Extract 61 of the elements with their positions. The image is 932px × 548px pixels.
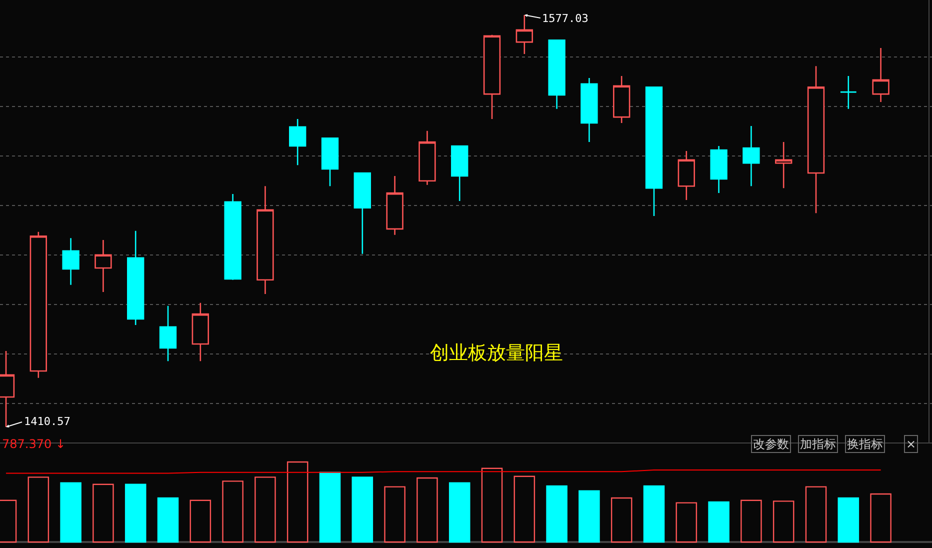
bar: [286, 461, 308, 543]
candlestick: [94, 239, 112, 293]
candlestick: [224, 193, 242, 281]
candlestick: [386, 175, 404, 236]
candlestick: [710, 145, 728, 194]
bar: [448, 482, 470, 543]
bar: [190, 500, 212, 543]
bar: [772, 500, 794, 543]
bar: [384, 486, 406, 543]
candlestick: [256, 185, 274, 295]
bar: [157, 497, 179, 543]
annotation: 787.370 ↓: [2, 437, 66, 451]
candlestick: [775, 141, 792, 189]
candlestick: [62, 237, 80, 286]
bar: [352, 476, 374, 543]
candlestick: [840, 75, 857, 110]
candlestick: [451, 145, 468, 202]
candlestick: [580, 77, 598, 143]
bar: [481, 468, 503, 543]
bar: [514, 476, 536, 543]
bar: [92, 484, 114, 543]
bar: [254, 476, 276, 543]
candlestick: [613, 75, 630, 124]
bar: [676, 502, 698, 543]
candlestick: [872, 47, 890, 103]
bar: [805, 486, 827, 543]
annotation: 1410.57: [24, 415, 70, 428]
bar: [222, 480, 244, 543]
candlestick: [354, 172, 371, 255]
candlestick: [418, 130, 436, 186]
candlestick: [678, 150, 695, 201]
candlestick: [742, 125, 760, 187]
candlestick: [321, 137, 339, 187]
text: ×: [906, 437, 916, 451]
bar: [124, 484, 146, 543]
annotation: 加指标: [800, 437, 836, 451]
candlestick: [159, 305, 177, 362]
annotation: 1577.03: [542, 12, 588, 25]
bar: [60, 482, 82, 543]
annotation: 创业板放量阳星: [430, 342, 563, 364]
bar: [610, 497, 632, 543]
bar: [740, 500, 762, 543]
bar: [546, 485, 568, 543]
bar: [28, 476, 50, 543]
bar: [838, 497, 860, 543]
annotation: 换指标: [847, 437, 883, 451]
candlestick: [483, 34, 501, 120]
candlestick: [807, 65, 825, 214]
bar: [643, 485, 665, 543]
bar: [319, 472, 341, 543]
bar: [708, 501, 730, 543]
candlestick: [548, 39, 566, 110]
candlestick: [645, 86, 663, 217]
candlestick: [127, 230, 144, 326]
bar: [870, 493, 892, 543]
candlestick: [192, 302, 209, 362]
candlestick: [289, 118, 306, 166]
annotation: 改参数: [753, 437, 789, 451]
bar: [416, 477, 438, 543]
bar: [578, 490, 600, 543]
candlestick: [30, 231, 47, 379]
